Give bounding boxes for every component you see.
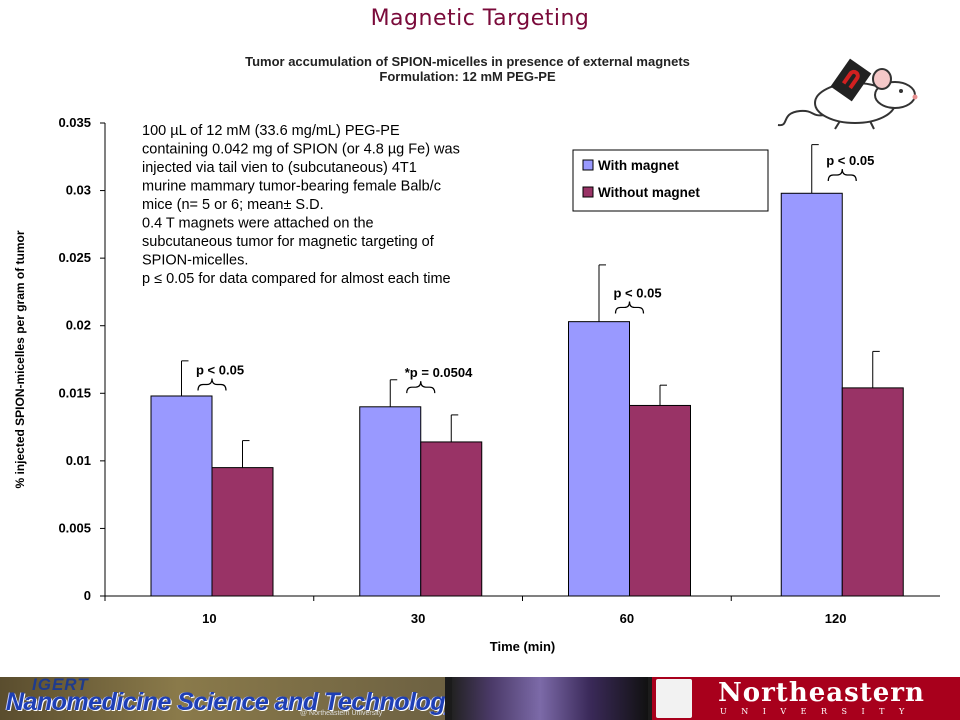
x-tick-label: 60	[620, 611, 634, 626]
mouse-with-magnet-illustration	[777, 58, 918, 130]
significance-label: p < 0.05	[826, 153, 874, 168]
university-logo: Northeastern UNIVERSITY	[652, 677, 960, 720]
legend-swatch	[582, 186, 594, 198]
y-tick-label: 0.005	[58, 520, 91, 535]
significance-label: p < 0.05	[614, 285, 662, 300]
y-tick-label: 0.03	[66, 183, 91, 198]
note-line: subcutaneous tumor for magnetic targetin…	[142, 234, 435, 250]
legend-label: Without magnet	[598, 185, 700, 200]
bar-with-magnet	[780, 192, 843, 597]
note-line: 0.4 T magnets were attached on the	[142, 216, 374, 232]
bar-chart: 0 0.005 0.01 0.015 0.02 0.025 0.03 0.035 10 p < 0…	[13, 115, 940, 654]
y-tick-label: 0.015	[58, 385, 91, 400]
bar-without-magnet	[629, 404, 691, 597]
note-line: injected via tail vien to (subcutaneous)…	[142, 160, 417, 176]
significance-label: p < 0.05	[196, 362, 244, 377]
bar-with-magnet	[150, 395, 213, 597]
y-tick-label: 0.02	[66, 318, 91, 333]
bar-without-magnet	[841, 387, 904, 597]
note-line: containing 0.042 mg of SPION (or 4.8 µg …	[142, 142, 460, 158]
university-name: Northeastern	[718, 678, 925, 708]
program-subtext: @ Northeastern University	[300, 710, 383, 717]
y-axis-label: % injected SPION-micelles per gram of tu…	[13, 230, 27, 488]
y-tick-label: 0.01	[66, 453, 91, 468]
nano-imagery	[452, 677, 648, 720]
note-line: p ≤ 0.05 for data compared for almost ea…	[142, 271, 451, 287]
chart-title: Tumor accumulation of SPION-micelles in …	[245, 54, 690, 69]
note-line: SPION-micelles.	[142, 253, 248, 269]
program-logo: IGERT Nanomedicine Science and Technolog…	[0, 677, 445, 720]
igert-label: IGERT	[32, 677, 89, 694]
legend-label: With magnet	[598, 158, 679, 173]
bar-with-magnet	[359, 406, 422, 597]
x-tick-label: 30	[411, 611, 425, 626]
note-line: 100 µL of 12 mM (33.6 mg/mL) PEG-PE	[142, 123, 400, 139]
footer-banner: IGERT Nanomedicine Science and Technolog…	[0, 677, 960, 720]
note-line: murine mammary tumor-bearing female Balb…	[142, 179, 441, 195]
bar-with-magnet	[568, 321, 630, 597]
note-line: mice (n= 5 or 6; mean± S.D.	[142, 197, 324, 213]
university-subtitle: UNIVERSITY	[720, 707, 919, 716]
significance-brace	[827, 168, 857, 182]
chart-subtitle: Formulation: 12 mM PEG-PE	[379, 69, 556, 84]
significance-label: *p = 0.0504	[405, 365, 473, 380]
y-tick-label: 0	[84, 588, 91, 603]
legend-box	[572, 149, 769, 212]
significance-brace	[197, 378, 227, 391]
program-name: Nanomedicine Science and Technology	[6, 688, 445, 716]
y-tick-label: 0.035	[58, 115, 91, 130]
x-axis-label: Time (min)	[490, 639, 556, 654]
bar-without-magnet	[420, 441, 483, 597]
legend-swatch	[582, 159, 594, 171]
university-seal-icon	[656, 679, 692, 718]
bar-without-magnet	[211, 467, 274, 597]
x-tick-label: 10	[202, 611, 216, 626]
slide-title: Magnetic Targeting	[370, 6, 590, 31]
chart-title-block: Tumor accumulation of SPION-micelles in …	[100, 54, 835, 84]
significance-brace	[614, 301, 645, 314]
significance-brace	[406, 381, 436, 394]
x-tick-label: 120	[825, 611, 847, 626]
y-tick-label: 0.025	[58, 250, 91, 265]
